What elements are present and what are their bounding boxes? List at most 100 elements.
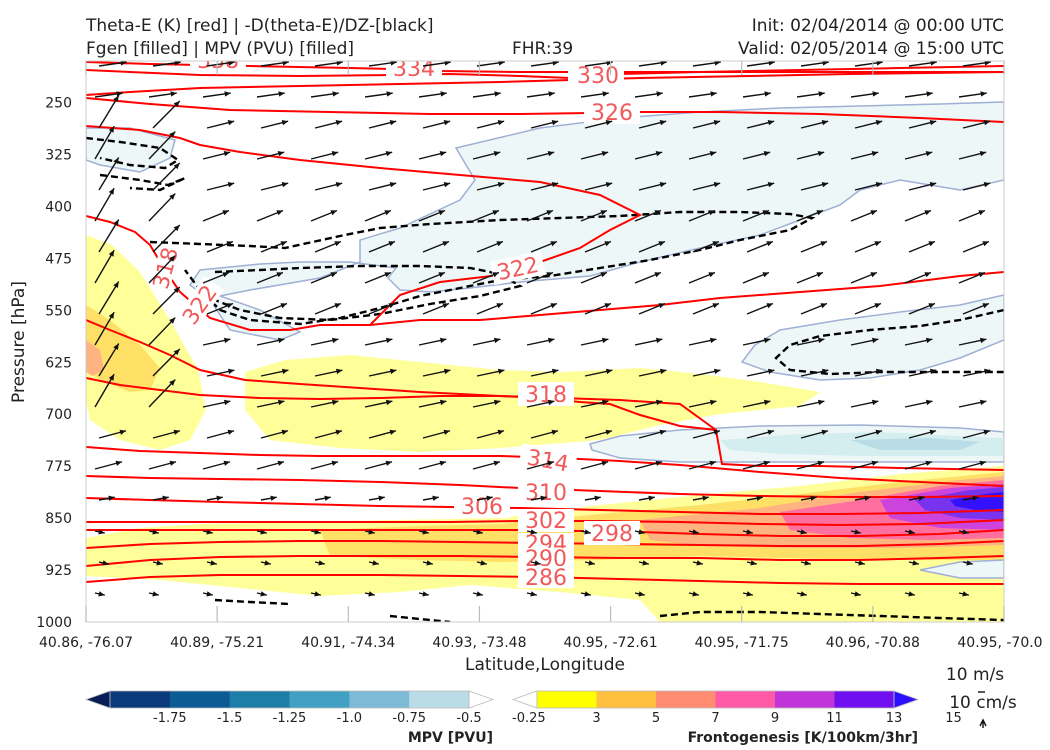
- wind-arrow: [904, 460, 933, 470]
- wind-arrow: [526, 529, 537, 535]
- wind-arrow: [98, 281, 120, 315]
- wind-arrow: [904, 337, 933, 346]
- wind-arrow: [418, 271, 446, 284]
- wind-arrow: [584, 368, 613, 377]
- wind-arrow: [310, 151, 339, 160]
- wind-arrow: [746, 61, 775, 67]
- wind-arrow: [476, 560, 487, 566]
- wind-arrow: [260, 560, 271, 566]
- y-tick-label: 925: [45, 563, 72, 579]
- wind-arrow: [584, 240, 612, 253]
- mpv-colorbar: -1.75 -1.5 -1.25 -1.0 -0.75 -0.5 -0.25: [84, 690, 546, 726]
- mpv-colorbar-label: MPV [PVU]: [408, 730, 493, 746]
- colorbar-swatch: [349, 691, 410, 708]
- colorbar-swatch: [409, 691, 470, 708]
- wind-arrow: [152, 560, 163, 566]
- wind-arrow: [908, 429, 937, 439]
- wind-arrow: [634, 529, 645, 535]
- wind-arrow: [256, 460, 285, 470]
- wind-arrow: [94, 91, 123, 98]
- wind-arrow: [958, 529, 969, 535]
- wind-arrow: [476, 61, 505, 67]
- wind-arrow: [94, 187, 115, 222]
- wind-arrow: [580, 91, 609, 98]
- wind-arrow: [526, 337, 555, 346]
- wind-arrow: [904, 209, 932, 222]
- wind-arrow: [800, 120, 829, 129]
- wind-legend: 10 m/s 10 cm/s: [946, 665, 1017, 728]
- wind-arrow: [314, 302, 342, 315]
- wind-arrow: [310, 271, 338, 284]
- theta-label-310: 310: [525, 481, 567, 506]
- wind-arrow: [908, 61, 937, 67]
- wind-arrow: [202, 271, 230, 284]
- wind-arrow: [422, 429, 451, 439]
- wind-arrow: [418, 209, 446, 222]
- wind-arrow: [364, 271, 392, 284]
- wind-arrow: [904, 591, 915, 597]
- wind-arrow: [256, 271, 284, 284]
- wind-arrow: [260, 429, 289, 439]
- wind-arrow: [638, 495, 655, 501]
- colorbar-extend-right: [893, 690, 920, 709]
- wind-arrow: [202, 91, 231, 98]
- wind-arrow: [742, 151, 771, 160]
- wind-arrow: [962, 429, 991, 439]
- wind-arrow: [800, 368, 829, 377]
- wind-arrow: [958, 91, 987, 98]
- wind-arrow: [256, 399, 285, 408]
- theta-label-298: 298: [591, 522, 633, 547]
- wind-arrow: [314, 240, 342, 253]
- wind-arrow: [364, 591, 375, 597]
- wind-arrow: [854, 495, 871, 501]
- wind-arrow: [962, 182, 991, 191]
- wind-arrow: [850, 591, 861, 597]
- wind-arrow: [422, 495, 439, 501]
- wind-arrow: [800, 495, 817, 501]
- wind-arrow: [206, 120, 235, 129]
- wind-arrow: [94, 373, 115, 408]
- wind-arrow: [638, 429, 667, 439]
- wind-arrow: [364, 460, 393, 470]
- y-tick-label: 325: [45, 148, 72, 164]
- x-tick-label: 40.86, -76.07: [39, 635, 133, 651]
- colorbar-swatch: [169, 691, 231, 708]
- wind-arrow: [580, 529, 591, 535]
- wind-arrow: [206, 495, 223, 501]
- wind-arrow: [746, 120, 775, 129]
- title-line2: Fgen [filled] | MPV (PVU) [filled]: [86, 39, 354, 59]
- wind-arrow: [638, 302, 666, 315]
- wind-arrow: [854, 61, 883, 67]
- x-axis: 40.86, -76.07 40.89, -75.21 40.91, -74.34 4…: [39, 61, 1043, 651]
- wind-arrow: [260, 302, 288, 315]
- wind-arrow: [152, 348, 181, 377]
- wind-arrow: [688, 591, 699, 597]
- wind-arrow: [526, 460, 555, 470]
- wind-arrow: [958, 591, 969, 597]
- mpv-colorbar-tick: -1.0: [337, 711, 362, 726]
- wind-arrow: [742, 529, 753, 535]
- y-tick-label: 550: [45, 303, 72, 319]
- wind-arrow: [584, 61, 613, 67]
- mpv-region-right: [740, 294, 1004, 381]
- theta-e-306: [86, 497, 1004, 515]
- dthetae-contour-7: [389, 610, 1004, 622]
- wind-arrow: [584, 495, 601, 501]
- y-tick-label: 475: [45, 251, 72, 267]
- y-tick-label: 775: [45, 459, 72, 475]
- wind-arrow: [958, 399, 987, 408]
- wind-arrow: [94, 529, 105, 535]
- wind-arrow: [206, 368, 235, 377]
- theta-e-330: [86, 71, 1004, 96]
- mpv-fill: [86, 101, 1004, 579]
- wind-arrow: [526, 271, 554, 284]
- wind-arrow: [746, 182, 775, 191]
- wind-arrow: [746, 495, 763, 501]
- wind-arrow: [692, 495, 709, 501]
- wind-arrow: [476, 429, 505, 439]
- init-time: Init: 02/04/2014 @ 00:00 UTC: [752, 16, 1004, 36]
- wind-arrow: [472, 209, 500, 222]
- wind-arrow: [202, 460, 231, 470]
- wind-arrow: [580, 399, 609, 408]
- wind-arrow: [364, 209, 392, 222]
